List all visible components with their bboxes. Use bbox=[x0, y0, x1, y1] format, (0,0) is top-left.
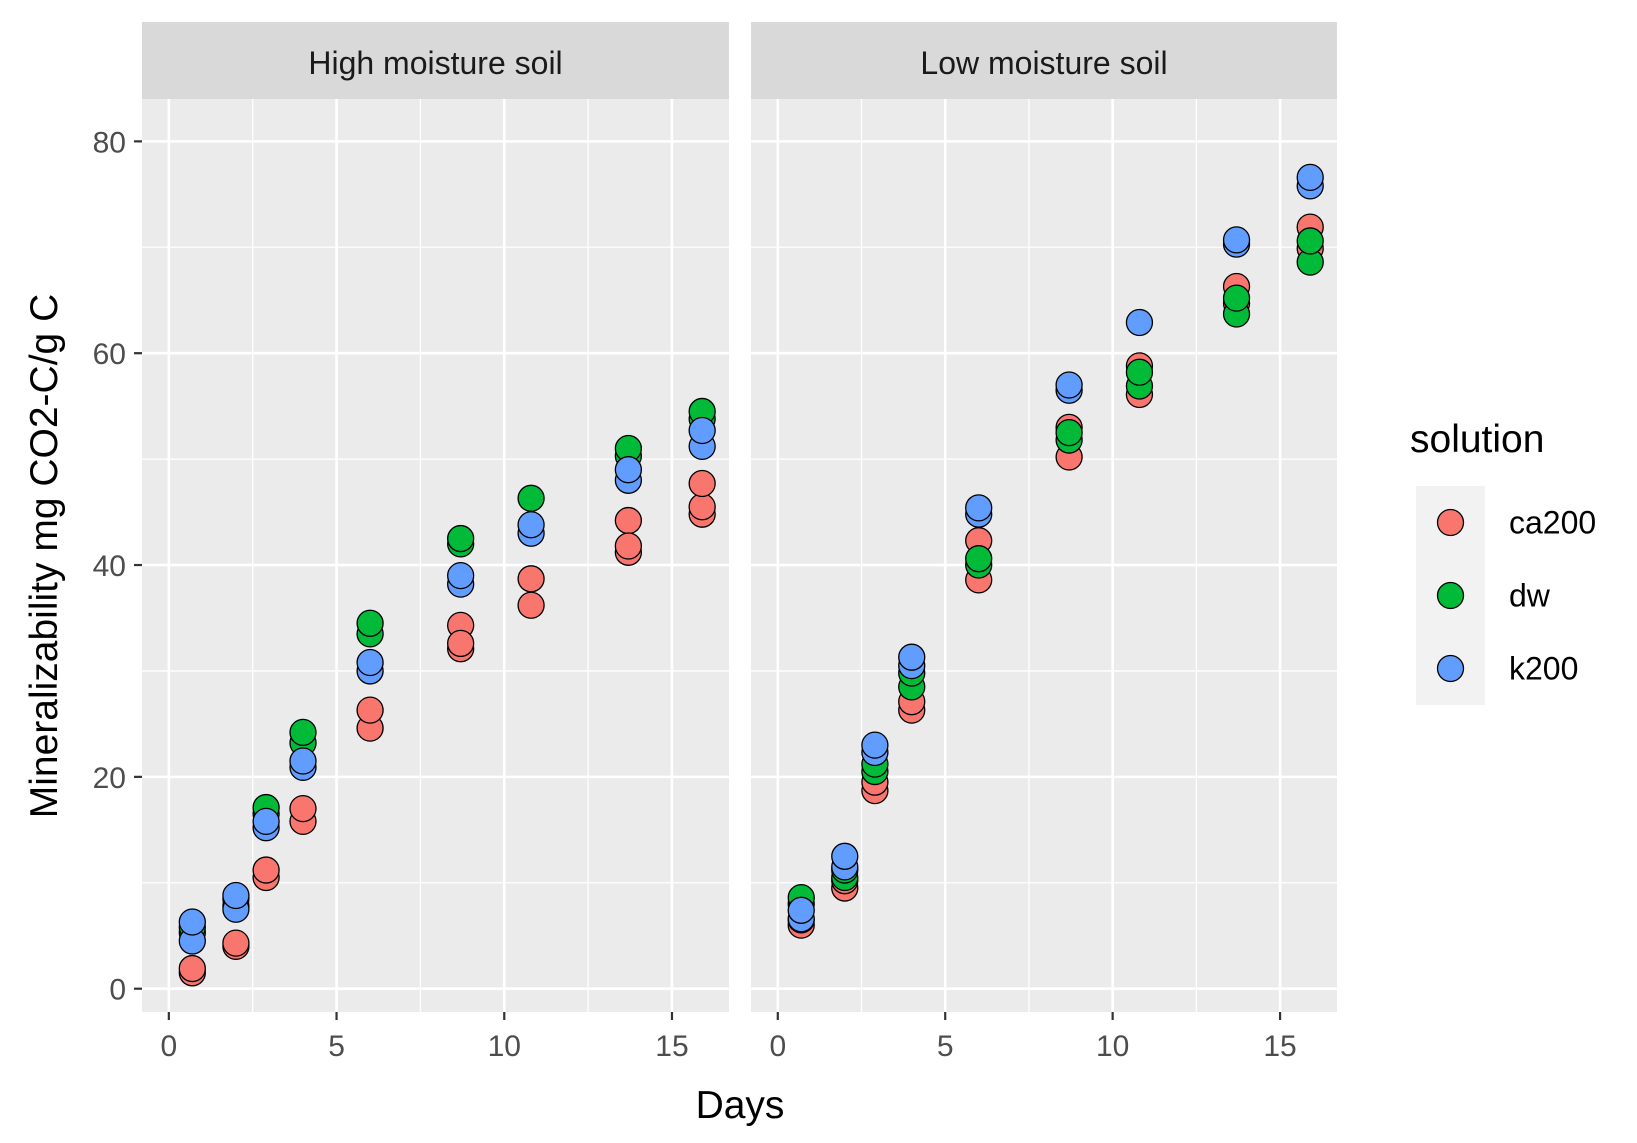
data-point-k200 bbox=[861, 731, 889, 759]
strip-low-moisture bbox=[751, 22, 1337, 99]
data-point-k200 bbox=[614, 456, 643, 484]
x-tick-label: 0 bbox=[160, 1030, 177, 1063]
y-tick-label: 60 bbox=[93, 338, 126, 371]
points-high-moisture bbox=[178, 397, 716, 987]
data-point-ca200 bbox=[252, 856, 280, 884]
data-point-ca200 bbox=[178, 954, 206, 983]
y-tick-label: 80 bbox=[93, 126, 126, 159]
data-point-ca200 bbox=[614, 506, 643, 535]
strip-label-high-moisture: High moisture soil bbox=[308, 45, 562, 81]
data-point-dw bbox=[1055, 418, 1083, 447]
data-point-ca200 bbox=[517, 591, 545, 619]
legend: solution ca200 dw k200 bbox=[1410, 418, 1596, 705]
data-point-k200 bbox=[1125, 308, 1154, 337]
legend-label-ca200: ca200 bbox=[1509, 505, 1596, 541]
data-point-ca200 bbox=[447, 629, 475, 658]
x-axis-low-moisture: 0 5 10 15 bbox=[769, 1012, 1297, 1063]
data-point-k200 bbox=[898, 643, 926, 671]
data-point-k200 bbox=[517, 511, 545, 539]
data-point-ca200 bbox=[222, 929, 250, 957]
data-point-k200 bbox=[1296, 163, 1324, 192]
data-point-k200 bbox=[222, 881, 250, 910]
y-tick-label: 0 bbox=[109, 974, 126, 1007]
x-tick-label: 5 bbox=[328, 1030, 345, 1063]
data-point-dw bbox=[1222, 284, 1251, 312]
data-point-k200 bbox=[252, 807, 280, 836]
x-axis-title: Days bbox=[696, 1084, 785, 1127]
data-point-k200 bbox=[688, 416, 716, 445]
legend-marker-dw bbox=[1436, 581, 1465, 610]
gridlines-low-moisture bbox=[751, 99, 1337, 1012]
panel-high-moisture: High moisture soil 0 5 10 15 bbox=[142, 22, 729, 1063]
y-axis: 0 20 40 60 80 bbox=[93, 126, 142, 1007]
x-tick-label: 15 bbox=[1263, 1030, 1296, 1063]
x-tick-label: 10 bbox=[1096, 1030, 1129, 1063]
strip-high-moisture bbox=[142, 22, 729, 99]
data-point-dw bbox=[447, 524, 475, 553]
data-point-k200 bbox=[289, 747, 317, 775]
data-point-k200 bbox=[1055, 371, 1083, 399]
legend-marker-ca200 bbox=[1436, 508, 1465, 537]
data-point-dw bbox=[289, 718, 317, 747]
x-axis-high-moisture: 0 5 10 15 bbox=[160, 1012, 689, 1063]
data-point-ca200 bbox=[289, 794, 317, 823]
data-point-ca200 bbox=[688, 469, 716, 498]
strip-label-low-moisture: Low moisture soil bbox=[920, 45, 1167, 81]
data-point-ca200 bbox=[688, 493, 716, 521]
data-point-k200 bbox=[787, 896, 815, 924]
x-tick-label: 10 bbox=[488, 1030, 521, 1063]
data-point-k200 bbox=[1222, 226, 1251, 254]
data-point-ca200 bbox=[517, 565, 545, 593]
panel-low-moisture: Low moisture soil 0 5 10 15 bbox=[751, 22, 1337, 1063]
legend-items: ca200 dw k200 bbox=[1416, 486, 1596, 705]
data-point-k200 bbox=[447, 561, 475, 590]
data-point-dw bbox=[356, 609, 384, 637]
data-point-dw bbox=[517, 484, 545, 512]
legend-label-dw: dw bbox=[1509, 578, 1551, 614]
y-tick-label: 20 bbox=[93, 762, 126, 795]
data-point-dw bbox=[1296, 227, 1324, 255]
data-point-k200 bbox=[356, 648, 384, 677]
legend-marker-k200 bbox=[1436, 654, 1465, 683]
legend-title: solution bbox=[1410, 418, 1544, 461]
y-tick-label: 40 bbox=[93, 550, 126, 583]
y-axis-title: Mineralizability mg CO2-C/g C bbox=[23, 294, 66, 818]
x-tick-label: 15 bbox=[655, 1030, 688, 1063]
x-tick-label: 0 bbox=[769, 1030, 786, 1063]
gridlines-high-moisture bbox=[142, 99, 729, 1012]
data-point-k200 bbox=[831, 842, 859, 870]
data-point-ca200 bbox=[356, 696, 384, 724]
points-low-moisture bbox=[787, 163, 1324, 939]
legend-label-k200: k200 bbox=[1509, 651, 1578, 687]
data-point-k200 bbox=[965, 494, 993, 522]
data-point-k200 bbox=[178, 908, 206, 936]
data-point-dw bbox=[1125, 358, 1154, 386]
data-point-ca200 bbox=[614, 532, 643, 560]
data-point-dw bbox=[965, 545, 993, 573]
x-tick-label: 5 bbox=[937, 1030, 954, 1063]
